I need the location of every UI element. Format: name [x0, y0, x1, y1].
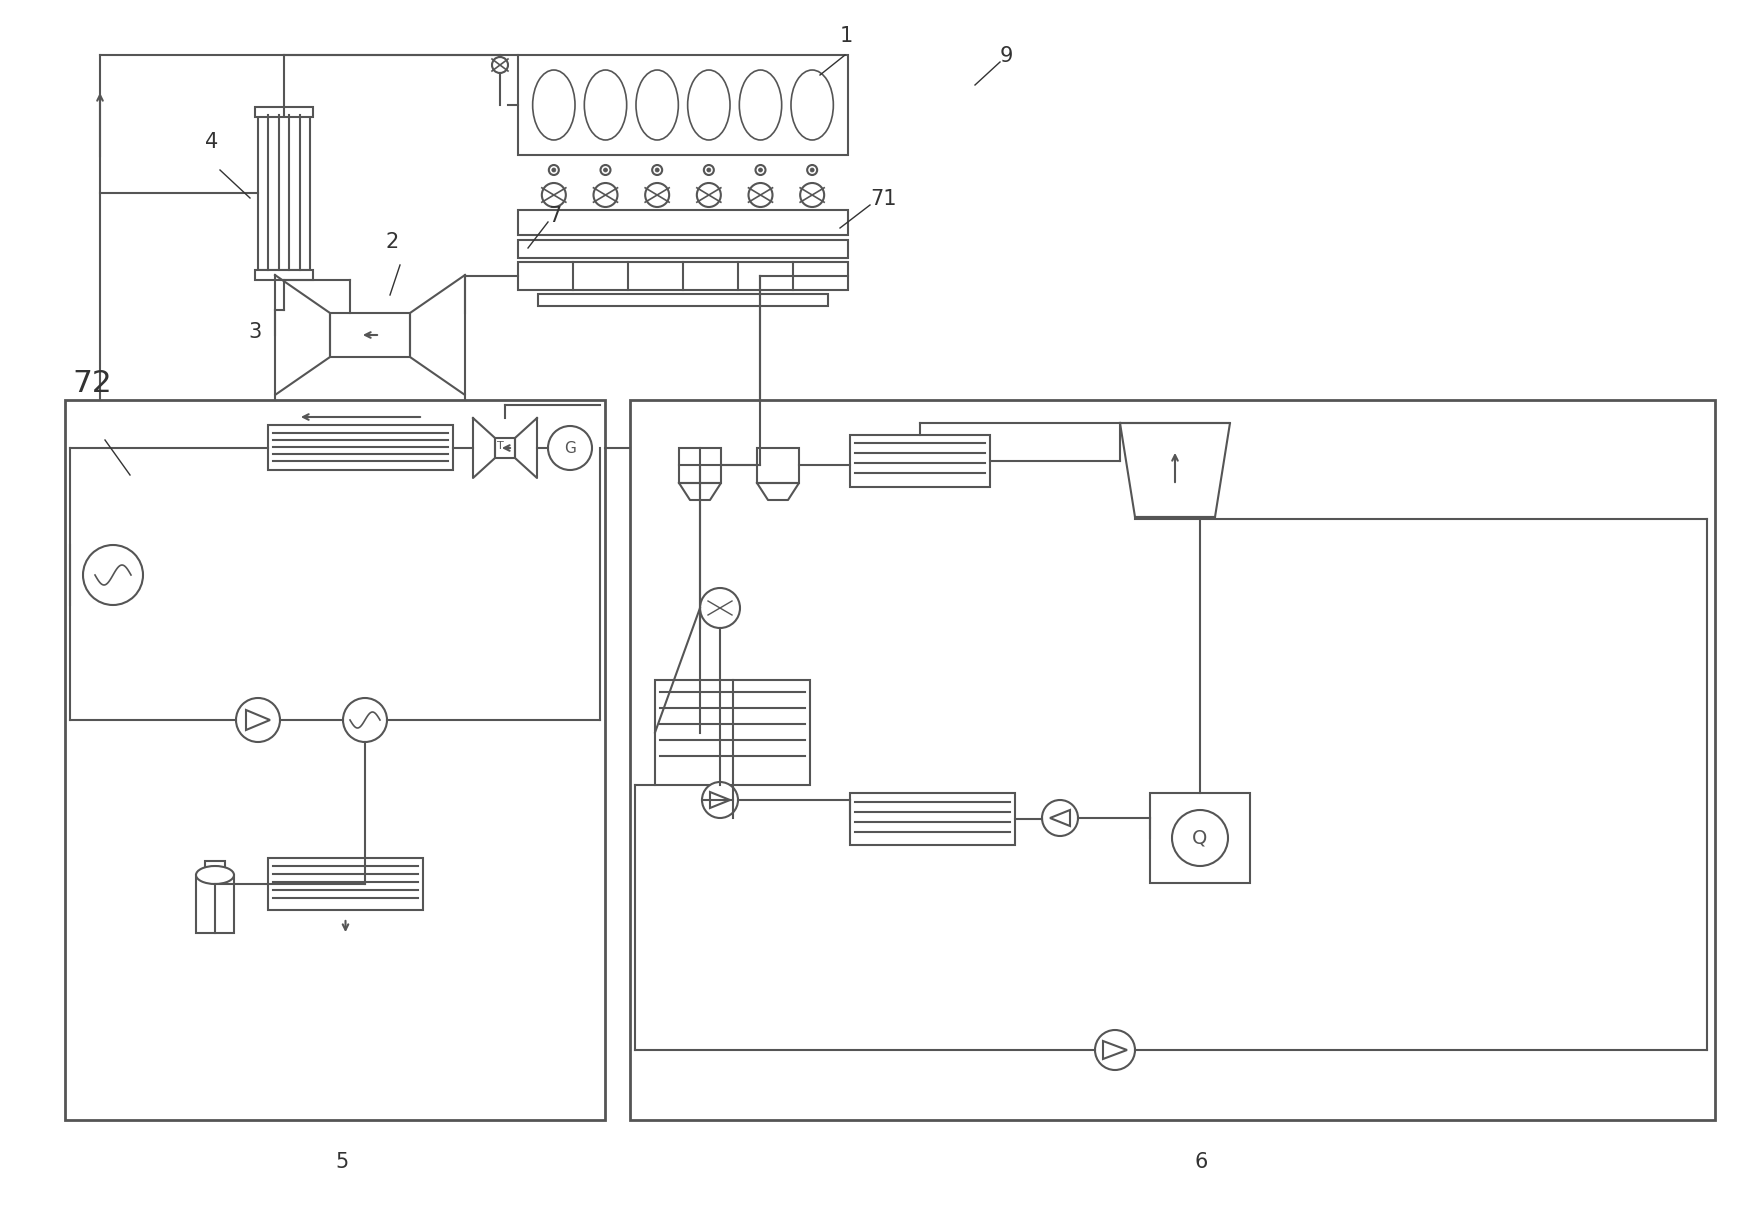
Circle shape	[654, 168, 660, 172]
Text: 1: 1	[840, 26, 854, 46]
Ellipse shape	[738, 69, 782, 140]
Bar	[537, 294, 828, 306]
Bar	[255, 107, 313, 117]
Bar	[268, 425, 453, 471]
Circle shape	[1172, 809, 1228, 865]
Text: 5: 5	[334, 1152, 348, 1171]
Circle shape	[653, 165, 662, 176]
Bar	[331, 313, 410, 357]
Bar	[255, 269, 313, 280]
Circle shape	[550, 165, 558, 176]
Text: 72: 72	[72, 369, 112, 397]
Text: Q: Q	[1192, 829, 1207, 847]
Bar	[518, 210, 849, 235]
Circle shape	[807, 165, 817, 176]
Ellipse shape	[532, 69, 576, 140]
Circle shape	[756, 165, 765, 176]
Text: 7: 7	[548, 206, 562, 226]
Ellipse shape	[196, 865, 234, 884]
Circle shape	[810, 168, 814, 172]
Bar	[495, 438, 514, 458]
Bar	[1150, 794, 1250, 883]
Ellipse shape	[635, 69, 679, 140]
Ellipse shape	[791, 69, 833, 140]
Bar	[758, 449, 800, 483]
Circle shape	[707, 168, 710, 172]
Ellipse shape	[584, 69, 626, 140]
Bar	[518, 55, 849, 155]
Circle shape	[548, 425, 592, 471]
Bar	[65, 400, 606, 1120]
Bar	[679, 449, 721, 483]
Text: G: G	[564, 440, 576, 456]
Text: 3: 3	[248, 322, 261, 343]
Text: 4: 4	[205, 132, 219, 152]
Circle shape	[1041, 800, 1078, 836]
Circle shape	[604, 168, 607, 172]
Circle shape	[82, 545, 144, 605]
Text: 71: 71	[870, 189, 896, 208]
Circle shape	[551, 168, 556, 172]
Ellipse shape	[688, 69, 730, 140]
Circle shape	[236, 698, 280, 742]
Circle shape	[1096, 1030, 1136, 1070]
Bar	[850, 435, 990, 488]
Bar	[196, 875, 234, 933]
Text: 9: 9	[999, 46, 1013, 66]
Bar	[518, 240, 849, 258]
Bar	[268, 858, 424, 911]
Circle shape	[600, 165, 611, 176]
Circle shape	[758, 168, 763, 172]
Bar	[850, 794, 1015, 845]
Bar	[257, 115, 310, 269]
Bar	[205, 861, 226, 875]
Circle shape	[700, 588, 740, 628]
Bar	[518, 262, 849, 290]
Text: 2: 2	[385, 232, 399, 252]
Text: T: T	[497, 441, 504, 451]
Text: 6: 6	[1195, 1152, 1207, 1171]
Bar	[654, 680, 810, 785]
Circle shape	[702, 783, 738, 818]
Circle shape	[704, 165, 714, 176]
Bar	[630, 400, 1715, 1120]
Circle shape	[343, 698, 387, 742]
